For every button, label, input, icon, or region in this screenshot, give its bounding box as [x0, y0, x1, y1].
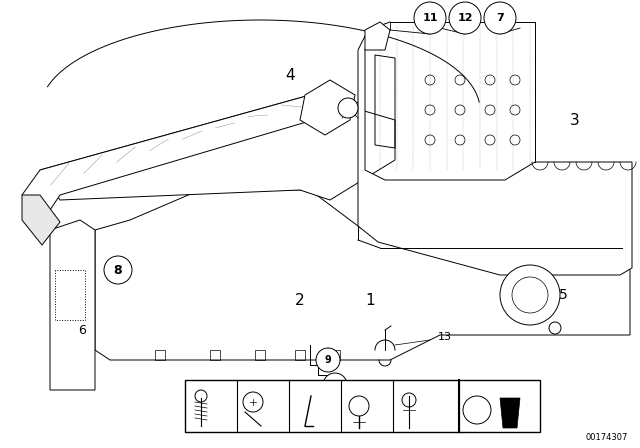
Polygon shape [50, 220, 95, 390]
Polygon shape [500, 398, 520, 428]
Circle shape [323, 373, 347, 397]
Polygon shape [40, 95, 395, 200]
Polygon shape [22, 195, 60, 245]
Text: 9: 9 [324, 355, 332, 365]
Circle shape [484, 2, 516, 34]
Polygon shape [95, 190, 630, 360]
Text: 12: 12 [457, 13, 473, 23]
Text: 5: 5 [559, 288, 568, 302]
Text: 7: 7 [496, 13, 504, 23]
Circle shape [316, 348, 340, 372]
Text: 13: 13 [438, 332, 452, 342]
Text: 12: 12 [193, 388, 207, 398]
Bar [185, 380, 540, 432]
Text: 9: 9 [349, 388, 356, 398]
Text: 8: 8 [114, 263, 122, 276]
Polygon shape [365, 22, 390, 50]
Polygon shape [300, 80, 355, 135]
Polygon shape [22, 95, 330, 222]
Polygon shape [358, 30, 632, 275]
Text: 3: 3 [570, 112, 580, 128]
Text: 4: 4 [285, 68, 295, 82]
Text: 6: 6 [78, 323, 86, 336]
Text: 7: 7 [467, 388, 474, 398]
Text: 00174307: 00174307 [586, 433, 628, 442]
Circle shape [449, 2, 481, 34]
Text: 8: 8 [401, 388, 408, 398]
Text: 11: 11 [422, 13, 438, 23]
Circle shape [500, 265, 560, 325]
Circle shape [104, 256, 132, 284]
Circle shape [338, 98, 358, 118]
Text: 2: 2 [295, 293, 305, 307]
Text: 11: 11 [245, 388, 259, 398]
Circle shape [414, 2, 446, 34]
Text: 10: 10 [329, 380, 341, 389]
Text: 10: 10 [297, 388, 310, 398]
Text: 1: 1 [365, 293, 375, 307]
